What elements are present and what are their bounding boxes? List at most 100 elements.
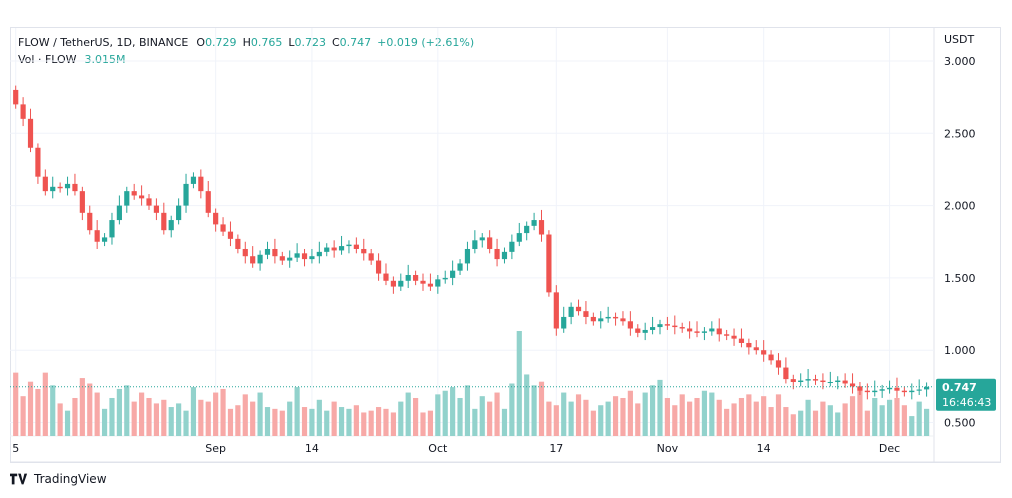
candle-body bbox=[827, 382, 833, 384]
volume-bar bbox=[94, 392, 100, 436]
volume-bar bbox=[383, 408, 389, 436]
volume-bar bbox=[213, 392, 219, 436]
candle-body bbox=[464, 248, 471, 264]
volume-bar bbox=[442, 390, 448, 436]
x-tick-label: Dec bbox=[879, 442, 900, 455]
footer: TradingView bbox=[10, 472, 107, 486]
candle-body bbox=[746, 342, 752, 348]
candle-body bbox=[849, 383, 856, 387]
high-label: H bbox=[242, 36, 251, 49]
volume-bar bbox=[879, 405, 885, 436]
volume-bar bbox=[886, 399, 893, 436]
volume-bar bbox=[798, 410, 804, 436]
candle-body bbox=[620, 318, 626, 322]
volume-bar bbox=[835, 412, 841, 436]
volume-value: 3.015M bbox=[84, 53, 126, 66]
candle-body bbox=[731, 335, 737, 339]
volume-bar bbox=[324, 410, 330, 436]
volume-bar bbox=[264, 407, 271, 436]
volume-label[interactable]: Vol · FLOW bbox=[18, 53, 77, 66]
volume-bar bbox=[338, 407, 345, 436]
volume-bar bbox=[287, 401, 293, 436]
candle-body bbox=[538, 220, 545, 235]
candle-body bbox=[139, 195, 145, 199]
volume-bar bbox=[346, 408, 352, 436]
candle-body bbox=[738, 338, 745, 343]
candle-body bbox=[20, 104, 26, 119]
volume-bar bbox=[716, 399, 722, 436]
candle-body bbox=[583, 311, 589, 317]
candle-body bbox=[375, 260, 382, 274]
volume-bar bbox=[901, 405, 907, 436]
y-tick-label: 0.500 bbox=[944, 417, 976, 430]
volume-bar bbox=[598, 405, 604, 436]
volume-bar bbox=[435, 394, 441, 436]
candle-body bbox=[168, 220, 174, 231]
volume-bar bbox=[561, 392, 567, 436]
candle-body bbox=[227, 231, 234, 239]
volume-bar bbox=[146, 397, 152, 436]
candle-body bbox=[509, 241, 515, 252]
candle-body bbox=[279, 256, 285, 261]
candle-body bbox=[131, 191, 137, 196]
candle-body bbox=[420, 280, 426, 284]
volume-bar bbox=[472, 408, 478, 436]
candle-body bbox=[894, 387, 900, 391]
volume-bar bbox=[731, 403, 737, 436]
volume-bar bbox=[161, 399, 167, 436]
candle-body bbox=[413, 275, 419, 281]
volume-bar bbox=[116, 388, 122, 436]
candle-body bbox=[857, 386, 863, 391]
candle-body bbox=[457, 263, 463, 271]
candle-body bbox=[805, 379, 811, 381]
y-tick-label: 1.500 bbox=[944, 272, 976, 285]
candle-body bbox=[272, 248, 278, 257]
volume-bar bbox=[872, 397, 878, 436]
volume-bar bbox=[568, 401, 574, 436]
volume-bar bbox=[575, 394, 582, 436]
candle-body bbox=[916, 389, 922, 391]
candle-body bbox=[627, 321, 633, 329]
volume-bar bbox=[524, 374, 530, 436]
volume-bar bbox=[13, 372, 19, 436]
candle-body bbox=[724, 334, 730, 336]
candle-body bbox=[864, 390, 870, 393]
volume-bar bbox=[635, 403, 641, 436]
candle-body bbox=[716, 328, 722, 335]
countdown-timer: 16:46:43 bbox=[942, 396, 991, 409]
volume-bar bbox=[783, 407, 789, 436]
candle-body bbox=[235, 238, 241, 249]
symbol-label[interactable]: FLOW / TetherUS, 1D, BINANCE bbox=[18, 36, 189, 49]
volume-bar bbox=[183, 410, 189, 436]
candle-body bbox=[649, 327, 656, 330]
candle-body bbox=[679, 327, 685, 329]
volume-bar bbox=[761, 396, 767, 436]
candle-body bbox=[257, 254, 263, 264]
x-tick-label: Oct bbox=[428, 442, 448, 455]
candle-body bbox=[346, 244, 352, 247]
volume-bar bbox=[590, 410, 596, 436]
candle-body bbox=[516, 233, 522, 242]
volume-row: Vol · FLOW 3.015M bbox=[18, 51, 474, 68]
volume-bar bbox=[176, 403, 182, 436]
candle-body bbox=[27, 118, 34, 148]
candle-body bbox=[242, 248, 248, 257]
open-label: O bbox=[196, 36, 206, 49]
candle-body bbox=[116, 205, 122, 221]
volume-bar bbox=[894, 397, 900, 436]
currency-unit[interactable]: USDT bbox=[944, 33, 975, 46]
volume-bar bbox=[553, 405, 559, 436]
candle-body bbox=[368, 253, 374, 261]
volume-bar bbox=[487, 401, 493, 436]
brand-name[interactable]: TradingView bbox=[34, 472, 107, 486]
candle-body bbox=[57, 186, 63, 189]
volume-bar bbox=[516, 331, 522, 436]
tradingview-logo-icon[interactable] bbox=[10, 473, 28, 485]
candle-body bbox=[220, 224, 226, 232]
volume-bar bbox=[857, 387, 863, 436]
candle-body bbox=[50, 186, 56, 192]
volume-bar bbox=[316, 399, 322, 436]
candle-body bbox=[901, 390, 907, 393]
candle-body bbox=[524, 225, 530, 234]
